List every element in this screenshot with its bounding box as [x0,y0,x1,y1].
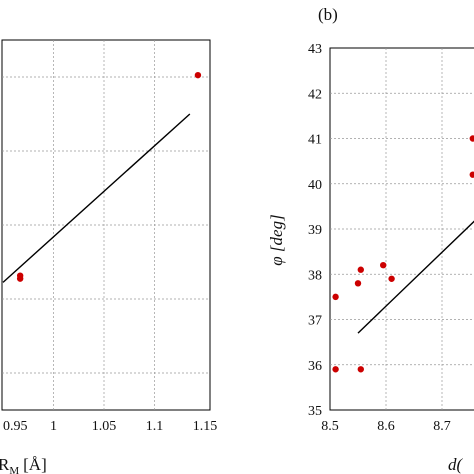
panel-a-data-point [194,71,202,79]
panel-b-points [332,135,474,373]
panel-b-y-tick-label: 42 [308,87,322,102]
panel-a-x-tick-label: 1.15 [193,419,218,434]
panel-b-y-tick-label: 36 [308,359,322,374]
panel-b-data-point [469,171,474,178]
panel-b-x-axis-label: d( [448,455,464,474]
panel-a-x-axis-label: RM [Å] [0,455,47,474]
panel-a-x-tick-label: 0.95 [3,419,28,434]
panel-b-data-point [357,266,364,273]
panel-b-data-point [380,262,387,269]
panel-a-x-tick-label: 1.1 [146,419,164,434]
panel-b-data-point [357,366,364,373]
panel-a-x-tick-label: 1.05 [92,419,117,434]
panel-b-y-tick-label: 39 [308,223,322,238]
panel-b-x-tick-label: 8.5 [321,419,339,434]
panel-a-x-ticks: 0.95 1 1.05 1.1 1.15 [3,419,217,434]
panel-b-y-tick-label: 41 [308,133,322,148]
panel-b-grid [330,48,474,410]
panel-b-y-ticks: 35 36 37 38 39 40 41 42 43 [308,42,322,419]
panel-b-data-point [354,280,362,287]
panel-b-y-tick-label: 43 [308,42,322,57]
panel-b-data-point [332,366,339,373]
panel-b-x-tick-label: 8.6 [377,419,395,434]
panel-b-y-tick-label: 37 [308,314,322,329]
panel-a-grid [2,40,210,410]
panel-a: 0.95 1 1.05 1.1 1.15 RM [Å] [0,39,217,474]
panel-b-data-point [332,293,339,301]
panel-a-x-tick-label: 1 [50,419,57,434]
panel-a-points [16,71,202,282]
panel-b-y-tick-label: 38 [308,268,322,283]
panel-b: (b) 8.5 8.6 8.7 35 36 37 38 39 40 41 42 43 φ [deg]… [267,5,474,474]
panel-b-x-ticks: 8.5 8.6 8.7 [321,419,451,434]
panel-b-data-point [469,135,474,142]
panel-b-x-tick-label: 8.7 [433,419,451,434]
panel-b-data-point [388,275,395,282]
panel-a-data-point [16,272,24,279]
panel-b-label: (b) [318,5,338,24]
panel-a-fit-line [2,113,191,283]
panel-b-y-tick-label: 35 [308,404,322,419]
panel-b-fit-line [357,220,474,334]
panel-b-y-tick-label: 40 [308,178,322,193]
panel-b-y-axis-label: φ [deg] [267,214,286,265]
